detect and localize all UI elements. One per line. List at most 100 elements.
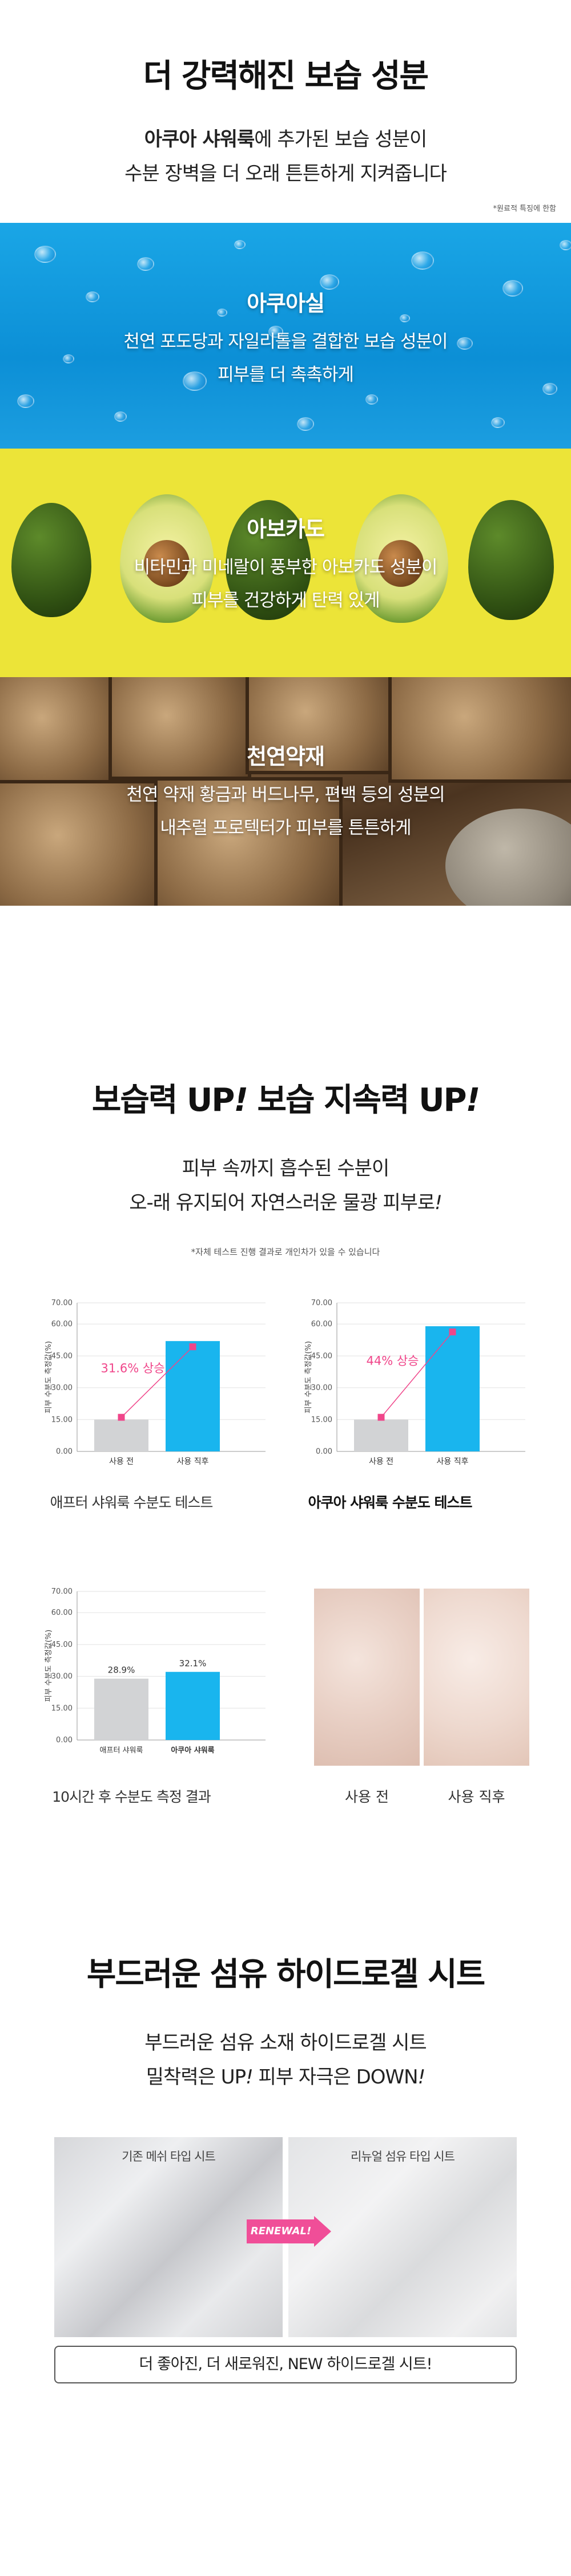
x-tick-label: 사용 직후 bbox=[437, 1457, 469, 1466]
ingredient-desc: 비타민과 미네랄이 풍부한 아보카도 성분이 피부를 건강하게 탄력 있게 bbox=[134, 557, 438, 611]
water-drop bbox=[183, 371, 207, 391]
bar-chart: 피부 수분도 측정값(%) 0.00 15.00 30.00 45.00 60.00 70.… bbox=[45, 1587, 266, 1755]
section3-lead: 부드러운 섬유 소재 하이드로겔 시트 밀착력은 UP! 피부 자극은 DOWN… bbox=[144, 2031, 427, 2089]
water-drop bbox=[86, 291, 99, 303]
water-drop bbox=[17, 394, 34, 408]
renewal-arrow: RENEWAL! bbox=[247, 2216, 331, 2247]
ingredient-name: 천연약재 bbox=[247, 744, 325, 769]
skin-before-photo bbox=[314, 1589, 420, 1766]
herb-box-image bbox=[388, 677, 571, 783]
bar-chart: 피부 수분도 측정값(%) 0.00 15.00 30.00 45.00 60.00 70.… bbox=[45, 1299, 266, 1466]
y-tick-label: 70.00 bbox=[311, 1299, 332, 1307]
chart-title: 10시간 후 수분도 측정 결과 bbox=[52, 1789, 211, 1805]
y-axis-label: 피부 수분도 측정값(%) bbox=[45, 1341, 53, 1413]
water-drop bbox=[542, 383, 557, 395]
y-tick-label: 30.00 bbox=[311, 1384, 332, 1393]
y-tick-label: 60.00 bbox=[51, 1320, 73, 1329]
y-tick-label: 30.00 bbox=[51, 1673, 73, 1681]
y-axis-label: 피부 수분도 측정값(%) bbox=[45, 1630, 53, 1702]
chart-10h: 피부 수분도 측정값(%) 0.00 15.00 30.00 45.00 60.00 70.… bbox=[43, 1586, 283, 1771]
ingredient-avocado-panel: 아보카도 비타민과 미네랄이 풍부한 아보카도 성분이 피부를 건강하게 탄력 … bbox=[0, 449, 571, 677]
water-drop bbox=[411, 251, 434, 270]
y-tick-label: 45.00 bbox=[51, 1352, 73, 1361]
bar bbox=[425, 1326, 480, 1451]
y-tick-label: 45.00 bbox=[311, 1352, 332, 1361]
avocado-image bbox=[11, 503, 91, 617]
bar bbox=[94, 1419, 148, 1451]
chart-after-shower: 피부 수분도 측정값(%) 0.00 15.00 30.00 45.00 60.00 70.… bbox=[43, 1297, 283, 1482]
product-name: 아쿠아 샤워룩 bbox=[144, 128, 255, 151]
footnote-ingredient: *원료적 특징에 한함 bbox=[493, 205, 556, 213]
ingredient-caption: 아쿠아실 천연 포도당과 자일리톨을 결합한 보습 성분이 피부를 더 촉촉하게 bbox=[0, 286, 571, 391]
y-tick-label: 60.00 bbox=[51, 1609, 73, 1617]
chart-title: 애프터 샤워룩 수분도 테스트 bbox=[50, 1494, 214, 1511]
bar bbox=[94, 1678, 148, 1740]
herb-box-image bbox=[154, 777, 343, 906]
y-tick-label: 0.00 bbox=[56, 1447, 73, 1456]
y-tick-label: 30.00 bbox=[51, 1384, 73, 1393]
skin-after-photo bbox=[424, 1589, 529, 1766]
water-drop bbox=[114, 411, 127, 422]
avocado-image bbox=[468, 500, 554, 620]
ingredient-aquasil-panel: 아쿠아실 천연 포도당과 자일리톨을 결합한 보습 성분이 피부를 더 촉촉하게 bbox=[0, 223, 571, 449]
ingredient-name: 아보카도 bbox=[247, 517, 325, 542]
y-tick-label: 15.00 bbox=[51, 1415, 73, 1424]
y-tick-label: 15.00 bbox=[51, 1704, 73, 1713]
data-label: 28.9% bbox=[108, 1665, 135, 1675]
x-tick-label: 아쿠아 샤워룩 bbox=[171, 1746, 214, 1755]
footnote-test: *자체 테스트 진행 결과로 개인차가 있을 수 있습니다 bbox=[191, 1247, 380, 1257]
bar bbox=[354, 1419, 408, 1451]
water-drop bbox=[137, 257, 154, 271]
water-drop bbox=[502, 280, 523, 297]
renewal-label: RENEWAL! bbox=[250, 2225, 312, 2237]
ingredient-caption: 아보카도 비타민과 미네랄이 풍부한 아보카도 성분이 피부를 건강하게 탄력 … bbox=[0, 511, 571, 617]
y-axis-label: 피부 수분도 측정값(%) bbox=[304, 1341, 313, 1413]
avocado-image bbox=[354, 494, 448, 623]
trend-marker bbox=[189, 1343, 196, 1350]
mesh-sheet-image: 기존 메쉬 타입 시트 bbox=[54, 2137, 283, 2337]
trend-line bbox=[120, 1346, 194, 1418]
trend-marker bbox=[118, 1414, 125, 1421]
trend-line bbox=[380, 1331, 453, 1418]
fiber-sheet-label: 리뉴얼 섬유 타입 시트 bbox=[351, 2150, 455, 2163]
trend-marker bbox=[449, 1328, 456, 1335]
fiber-sheet-image: 리뉴얼 섬유 타입 시트 bbox=[288, 2137, 517, 2337]
section1-lead: 아쿠아 샤워룩에 추가된 보습 성분이 수분 장벽을 더 오래 튼튼하게 지켜줍… bbox=[124, 128, 447, 185]
water-drop bbox=[34, 246, 56, 263]
water-drop bbox=[365, 394, 378, 405]
y-tick-label: 60.00 bbox=[311, 1320, 332, 1329]
skin-before-label: 사용 전 bbox=[345, 1789, 389, 1805]
trend-marker bbox=[377, 1414, 385, 1421]
ingredient-caption: 천연약재 천연 약재 황금과 버드나무, 편백 등의 성분의 내추럴 프로텍터가… bbox=[0, 739, 571, 845]
chart-title: 아쿠아 샤워룩 수분도 테스트 bbox=[308, 1494, 472, 1511]
water-drop bbox=[560, 240, 571, 250]
y-tick-label: 70.00 bbox=[51, 1587, 73, 1596]
increase-annotation: 44% 상승 bbox=[367, 1354, 419, 1368]
x-tick-label: 애프터 샤워룩 bbox=[100, 1746, 143, 1755]
water-drop bbox=[63, 354, 74, 363]
avocado-image bbox=[226, 500, 311, 620]
water-drop bbox=[400, 314, 410, 323]
y-tick-label: 0.00 bbox=[56, 1736, 73, 1745]
bar-chart: 피부 수분도 측정값(%) 0.00 15.00 30.00 45.00 60.00 70.… bbox=[304, 1299, 525, 1466]
section-title-hydrogel: 부드러운 섬유 하이드로겔 시트 bbox=[86, 1956, 485, 1993]
skin-after-label: 사용 직후 bbox=[448, 1789, 505, 1805]
bar bbox=[166, 1671, 220, 1740]
mesh-sheet-label: 기존 메쉬 타입 시트 bbox=[122, 2150, 216, 2163]
water-drop bbox=[297, 417, 314, 431]
ingredient-name: 아쿠아실 bbox=[247, 291, 325, 316]
y-tick-label: 0.00 bbox=[316, 1447, 332, 1456]
herb-box-image bbox=[0, 780, 160, 906]
water-drop bbox=[457, 337, 473, 350]
chart-aqua-shower: 피부 수분도 측정값(%) 0.00 15.00 30.00 45.00 60.00 70.… bbox=[303, 1297, 542, 1482]
ingredient-desc: 천연 포도당과 자일리톨을 결합한 보습 성분이 피부를 더 촉촉하게 bbox=[123, 331, 448, 385]
ingredient-desc: 천연 약재 황금과 버드나무, 편백 등의 성분의 내추럴 프로텍터가 피부를 … bbox=[126, 785, 445, 838]
section-title-hydration: 보습력 UP! 보습 지속력 UP! bbox=[91, 1082, 480, 1119]
water-drop bbox=[491, 417, 505, 429]
y-tick-label: 70.00 bbox=[51, 1299, 73, 1307]
y-tick-label: 15.00 bbox=[311, 1415, 332, 1424]
water-drop bbox=[268, 326, 283, 338]
new-sheet-banner: 더 좋아진, 더 새로워진, NEW 하이드로겔 시트! bbox=[54, 2346, 517, 2383]
section-title-moisture: 더 강력해진 보습 성분 bbox=[143, 58, 429, 95]
x-tick-label: 사용 직후 bbox=[177, 1457, 209, 1466]
